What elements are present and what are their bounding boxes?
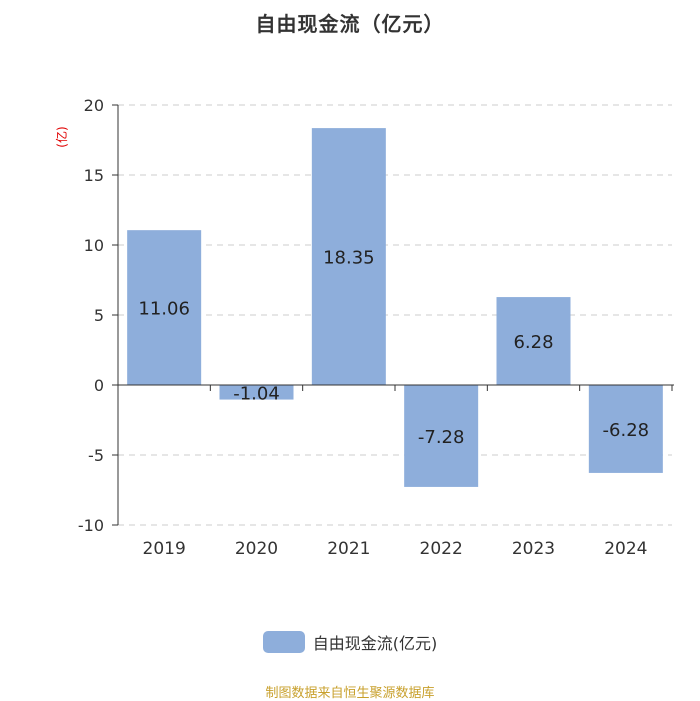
- y-tick-label: 0: [94, 376, 104, 395]
- x-tick-label: 2024: [604, 539, 647, 559]
- bar-2024: [588, 385, 663, 473]
- bar-2019: [127, 230, 202, 385]
- grid-lines: [118, 104, 672, 526]
- bar-chart: (亿) 20 15 10 5 0 -5 -10 2019 2020 2021 2022 2023 202…: [54, 96, 674, 559]
- x-tick-label: 2023: [512, 539, 555, 559]
- legend-swatch: [262, 631, 305, 653]
- data-label: -7.28: [418, 427, 465, 448]
- bar-2021: [311, 128, 386, 385]
- bars: [127, 128, 663, 487]
- data-labels: 11.06 -1.04 18.35 -7.28 6.28 -6.28: [138, 248, 649, 448]
- data-label: -6.28: [603, 420, 650, 441]
- y-tick-label: 20: [84, 96, 104, 115]
- bar-2022: [404, 385, 479, 487]
- bar-2020: [219, 385, 294, 400]
- x-tick-label: 2022: [420, 539, 463, 559]
- y-tick-label: 15: [84, 166, 104, 185]
- tick-labels: 20 15 10 5 0 -5 -10 2019 2020 2021 2022 2023 2024: [78, 96, 648, 559]
- legend-label: 自由现金流(亿元): [312, 634, 438, 653]
- data-label: -1.04: [233, 383, 280, 404]
- y-tick-label: 10: [84, 236, 104, 255]
- x-tick-label: 2020: [235, 539, 278, 559]
- y-axis-label: (亿): [54, 126, 69, 147]
- x-tick-label: 2021: [327, 539, 370, 559]
- legend[interactable]: 自由现金流(亿元): [0, 630, 700, 654]
- data-label: 11.06: [138, 299, 190, 320]
- bar-2023: [496, 297, 571, 385]
- axes: [112, 104, 674, 526]
- data-label: 6.28: [513, 332, 553, 353]
- chart-title: 自由现金流（亿元）: [255, 12, 445, 36]
- y-tick-label: -5: [88, 446, 104, 465]
- data-label: 18.35: [323, 248, 375, 269]
- x-tick-label: 2019: [143, 539, 186, 559]
- y-tick-label: -10: [78, 516, 104, 535]
- y-tick-label: 5: [94, 306, 104, 325]
- source-text: 制图数据来自恒生聚源数据库: [265, 686, 435, 701]
